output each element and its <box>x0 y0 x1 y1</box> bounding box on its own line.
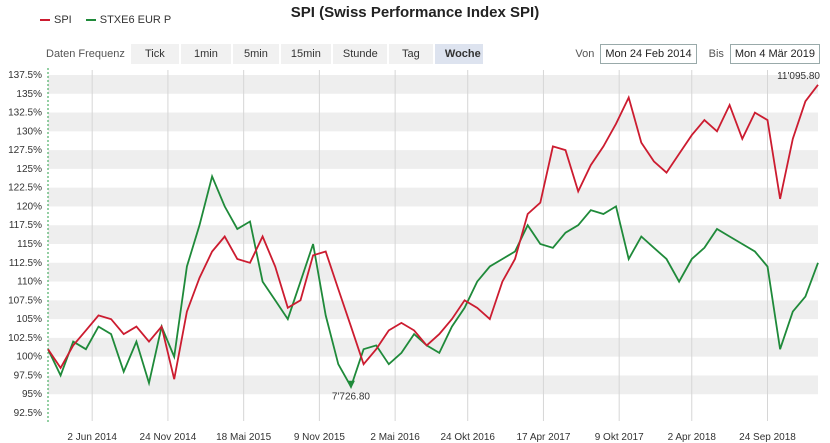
grid-band <box>48 150 818 169</box>
freq-button-15min[interactable]: 15min <box>280 44 331 64</box>
x-tick-label: 24 Nov 2014 <box>140 432 197 443</box>
grid-bands <box>48 75 818 395</box>
y-tick-label: 110% <box>17 277 42 288</box>
y-tick-label: 120% <box>16 201 42 212</box>
y-tick-labels: 137.5% 135% 132.5% 130% 127.5% 125% 122.5% 120%… <box>8 70 42 419</box>
y-tick-label: 122.5% <box>8 183 42 194</box>
x-tick-labels: 2 Jun 2014 24 Nov 2014 18 Mai 2015 9 Nov 20… <box>67 432 796 443</box>
legend-label-spi: SPI <box>54 14 72 26</box>
grid-band <box>48 300 818 320</box>
y-tick-label: 97.5% <box>14 370 42 381</box>
legend-swatch-spi <box>40 19 50 21</box>
annotation-low: 7'726.80 <box>332 392 370 403</box>
grid-band <box>48 375 818 395</box>
freq-button-tag[interactable]: Tag <box>388 44 433 64</box>
y-tick-label: 137.5% <box>8 70 42 81</box>
legend-label-stxe6: STXE6 EUR P <box>99 14 172 26</box>
y-tick-label: 132.5% <box>8 108 42 119</box>
x-tick-label: 9 Nov 2015 <box>294 432 346 443</box>
legend: SPI STXE6 EUR P <box>40 14 171 26</box>
series-line-stxe6 <box>47 173 819 389</box>
freq-button-5min[interactable]: 5min <box>232 44 279 64</box>
y-tick-label: 105% <box>16 314 42 325</box>
legend-item-stxe6[interactable]: STXE6 EUR P <box>85 14 172 26</box>
from-date-input[interactable]: Mon 24 Feb 2014 <box>600 44 697 64</box>
freq-button-1min[interactable]: 1min <box>180 44 231 64</box>
x-tick-label: 2 Jun 2014 <box>67 432 117 443</box>
y-tick-label: 112.5% <box>9 258 42 269</box>
x-tick-label: 9 Okt 2017 <box>595 432 644 443</box>
freq-button-tick[interactable]: Tick <box>130 44 179 64</box>
chart-title: SPI (Swiss Performance Index SPI) <box>290 4 540 21</box>
y-tick-label: 95% <box>22 389 42 400</box>
x-tick-label: 24 Okt 2016 <box>440 432 495 443</box>
freq-button-woche[interactable]: Woche <box>434 44 483 64</box>
annotation-high: 11'095.80 <box>777 71 820 82</box>
freq-button-stunde[interactable]: Stunde <box>332 44 387 64</box>
series-line-spi <box>47 84 819 380</box>
low-marker-icon <box>346 380 355 389</box>
frequency-label: Daten Frequenz <box>46 48 125 60</box>
y-tick-label: 125% <box>16 164 42 175</box>
x-tick-label: 17 Apr 2017 <box>516 432 570 443</box>
x-tick-label: 2 Apr 2018 <box>668 432 717 443</box>
y-tick-label: 117.5% <box>9 220 42 231</box>
y-tick-label: 115% <box>17 239 42 250</box>
grid-band <box>48 187 818 207</box>
grid-band <box>48 225 818 244</box>
y-tick-label: 102.5% <box>8 333 42 344</box>
x-tick-label: 24 Sep 2018 <box>739 432 796 443</box>
grid-band <box>48 112 818 132</box>
y-tick-label: 135% <box>16 89 42 100</box>
y-tick-label: 130% <box>16 126 42 137</box>
to-label: Bis <box>708 48 724 60</box>
y-tick-label: 92.5% <box>14 408 42 419</box>
y-tick-label: 100% <box>16 352 42 363</box>
from-label: Von <box>575 48 595 60</box>
y-tick-label: 127.5% <box>8 145 42 156</box>
legend-item-spi[interactable]: SPI <box>40 14 72 26</box>
x-tick-label: 18 Mai 2015 <box>216 432 271 443</box>
legend-swatch-stxe6 <box>85 19 96 21</box>
frequency-selector: Daten Frequenz Tick 1min 5min 15min Stun… <box>46 44 485 64</box>
date-range: Von Mon 24 Feb 2014 Bis Mon 4 Mär 2019 <box>575 44 820 64</box>
x-tick-label: 2 Mai 2016 <box>370 432 420 443</box>
y-tick-label: 107.5% <box>8 295 42 306</box>
to-date-input[interactable]: Mon 4 Mär 2019 <box>729 44 820 64</box>
grid-band <box>48 262 818 282</box>
grid-band <box>48 337 818 357</box>
grid-band <box>48 75 818 94</box>
